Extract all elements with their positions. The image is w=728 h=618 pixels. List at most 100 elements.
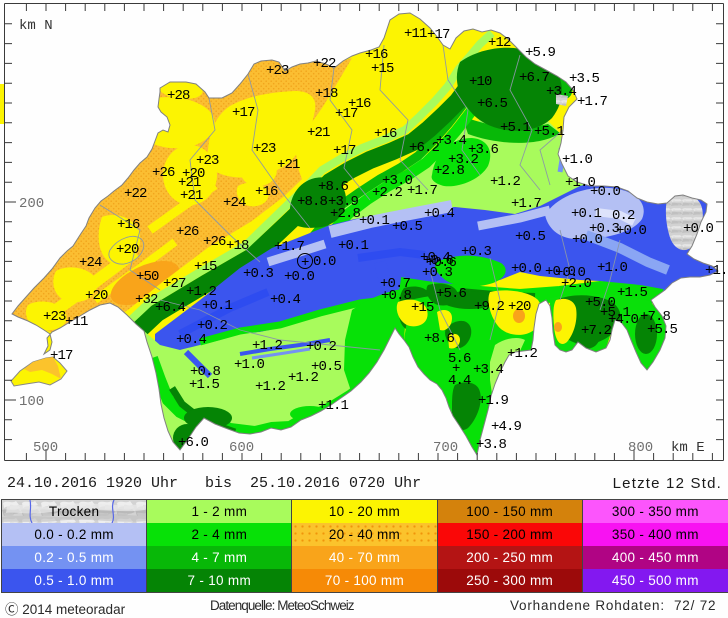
- svg-text:+0.3: +0.3: [422, 265, 453, 281]
- svg-text:+3.9: +3.9: [328, 194, 359, 210]
- svg-text:+1.7: +1.7: [407, 183, 438, 199]
- svg-text:+20: +20: [116, 242, 139, 258]
- svg-text:100: 100: [19, 394, 44, 410]
- svg-text:+1.2: +1.2: [490, 174, 521, 190]
- svg-text:+27: +27: [163, 276, 186, 292]
- svg-text:+: +: [301, 255, 309, 271]
- svg-text:800: 800: [628, 440, 653, 456]
- svg-text:+1.5: +1.5: [617, 285, 648, 301]
- svg-text:+0.3: +0.3: [461, 244, 492, 260]
- svg-text:+5.1: +5.1: [534, 124, 565, 140]
- svg-text:+4.0: +4.0: [608, 312, 639, 328]
- svg-text:+1.7: +1.7: [577, 94, 608, 110]
- svg-text:+16: +16: [348, 96, 371, 112]
- svg-text:200: 200: [19, 196, 44, 212]
- svg-text:600: 600: [229, 440, 254, 456]
- svg-text:+0.5: +0.5: [311, 359, 342, 375]
- svg-text:+0.4: +0.4: [176, 332, 207, 348]
- svg-text:+1.2: +1.2: [255, 379, 286, 395]
- svg-text:+11: +11: [404, 26, 427, 42]
- svg-text:+17: +17: [232, 105, 255, 121]
- svg-text:+3.4: +3.4: [473, 362, 504, 378]
- svg-text:+3.2: +3.2: [448, 152, 479, 168]
- svg-text:+2.2: +2.2: [372, 185, 403, 201]
- svg-text:+0.6: +0.6: [423, 253, 454, 269]
- svg-text:700: 700: [433, 440, 458, 456]
- svg-text:+20: +20: [85, 288, 108, 304]
- svg-text:+1.0: +1.0: [565, 175, 596, 191]
- svg-text:+0.6: +0.6: [426, 255, 457, 271]
- svg-text:+16: +16: [365, 47, 388, 63]
- svg-text:+1.0: +1.0: [562, 152, 593, 168]
- svg-text:+0.5: +0.5: [515, 229, 546, 245]
- svg-text:+1.7: +1.7: [511, 196, 542, 212]
- svg-text:+6.0: +6.0: [178, 435, 209, 451]
- svg-text:+0.0: +0.0: [284, 269, 315, 285]
- svg-text:+23: +23: [266, 63, 289, 79]
- svg-text:+1.7: +1.7: [274, 239, 305, 255]
- svg-text:+9.2: +9.2: [474, 299, 505, 315]
- svg-text:+6.4: +6.4: [155, 300, 186, 316]
- svg-text:+17: +17: [427, 27, 450, 43]
- svg-text:+23: +23: [43, 309, 66, 325]
- svg-text:+24: +24: [223, 195, 246, 211]
- svg-text:+28: +28: [167, 88, 190, 104]
- svg-text:+17: +17: [50, 348, 73, 364]
- svg-text:+0.0: +0.0: [683, 221, 714, 237]
- svg-text:+21: +21: [180, 188, 203, 204]
- svg-text:+26: +26: [176, 224, 199, 240]
- svg-text:+0.8: +0.8: [190, 364, 221, 380]
- svg-text:+0.0: +0.0: [590, 184, 621, 200]
- svg-text:+16: +16: [117, 217, 140, 233]
- svg-text:+5.5: +5.5: [647, 322, 678, 338]
- svg-text:5.6: 5.6: [448, 351, 471, 367]
- svg-text:+3.0: +3.0: [382, 173, 413, 189]
- svg-text:+16: +16: [374, 126, 397, 142]
- svg-text:+1.2: +1.2: [252, 338, 283, 354]
- svg-text:+23: +23: [253, 141, 276, 157]
- svg-text:+0.3: +0.3: [243, 266, 274, 282]
- svg-text:+0.5: +0.5: [392, 219, 423, 235]
- svg-text:+15: +15: [371, 61, 394, 77]
- svg-text:+3.5: +3.5: [569, 71, 600, 87]
- svg-text:+12: +12: [488, 35, 511, 51]
- svg-text:+0.0: +0.0: [555, 265, 586, 281]
- svg-text:+50: +50: [136, 269, 159, 285]
- svg-text:500: 500: [33, 440, 58, 456]
- svg-text:0.2: 0.2: [612, 208, 635, 224]
- svg-text:+3.8: +3.8: [476, 437, 507, 453]
- svg-text:+0.4: +0.4: [270, 292, 301, 308]
- svg-text:+1.9: +1.9: [478, 393, 509, 409]
- svg-text:+5.1: +5.1: [600, 305, 631, 321]
- svg-text:+: +: [452, 361, 460, 377]
- svg-text:+0.3: +0.3: [589, 221, 620, 237]
- svg-text:+1.0: +1.0: [597, 260, 628, 276]
- svg-text:+24: +24: [79, 255, 102, 271]
- svg-text:+0.0: +0.0: [545, 264, 576, 280]
- svg-text:+18: +18: [315, 86, 338, 102]
- svg-text:+18: +18: [226, 238, 249, 254]
- svg-text:+5.0: +5.0: [585, 295, 616, 311]
- svg-text:+21: +21: [178, 175, 201, 191]
- svg-text:+8.6: +8.6: [424, 331, 455, 347]
- svg-text:+0.1: +0.1: [338, 238, 369, 254]
- svg-text:+0.0: +0.0: [616, 223, 647, 239]
- svg-text:+16: +16: [255, 184, 278, 200]
- svg-text:+0.1: +0.1: [202, 298, 233, 314]
- svg-text:km N: km N: [19, 18, 53, 34]
- svg-text:0.0: 0.0: [313, 254, 336, 270]
- svg-text:+0.1: +0.1: [571, 206, 602, 222]
- svg-text:+20: +20: [182, 166, 205, 182]
- svg-text:4.4: 4.4: [448, 373, 471, 389]
- svg-text:+1.2: +1.2: [186, 284, 217, 300]
- svg-text:+1.1: +1.1: [318, 398, 349, 414]
- svg-text:+0.0: +0.0: [511, 261, 542, 277]
- svg-text:+17: +17: [335, 106, 358, 122]
- svg-text:+3.4: +3.4: [546, 84, 577, 100]
- svg-text:+0.7: +0.7: [380, 276, 411, 292]
- svg-text:+1.2: +1.2: [507, 346, 538, 362]
- svg-text:+4.9: +4.9: [491, 419, 522, 435]
- svg-text:+1.0: +1.0: [234, 357, 265, 373]
- svg-text:+5.9: +5.9: [525, 45, 556, 61]
- svg-text:+0.4: +0.4: [424, 206, 455, 222]
